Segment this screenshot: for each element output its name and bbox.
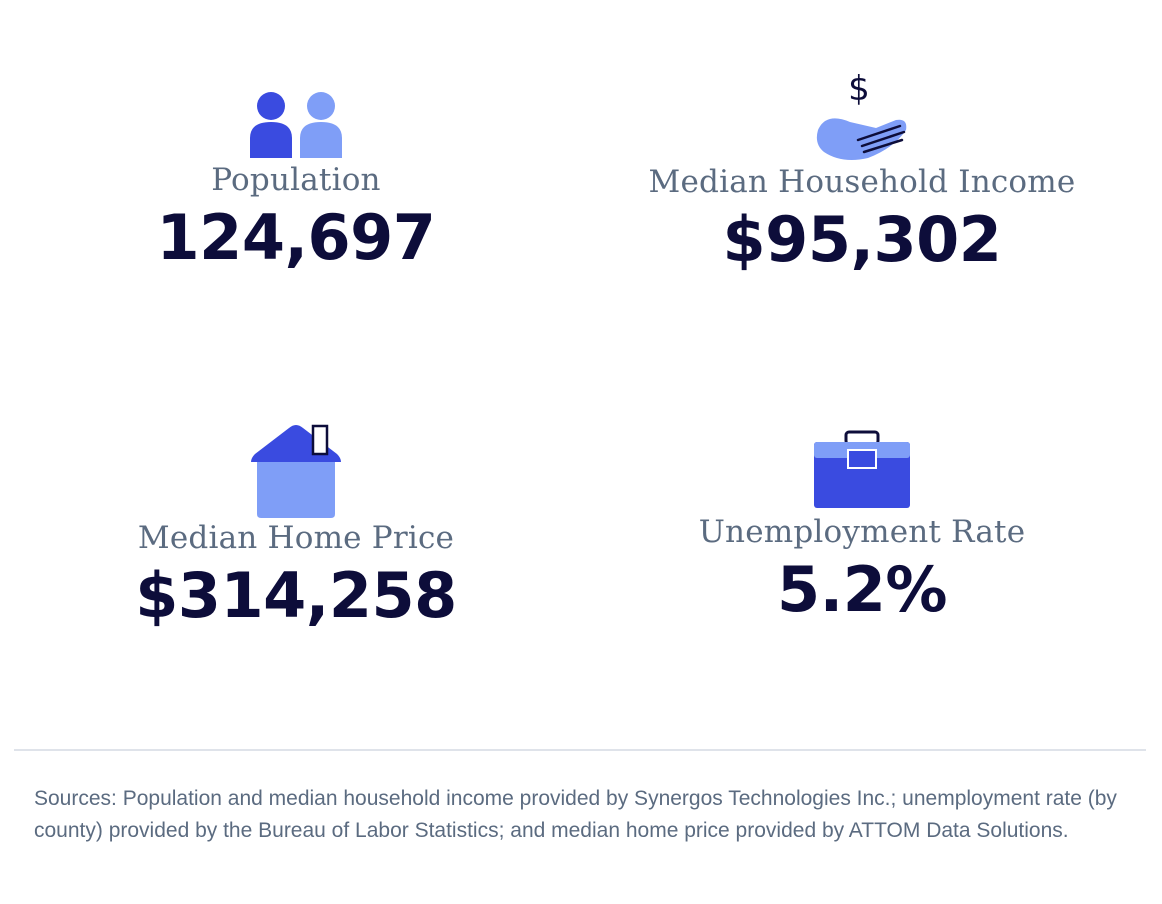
stat-value: $314,258 xyxy=(135,559,457,632)
briefcase-icon xyxy=(814,430,910,508)
stat-label: Median Household Income xyxy=(648,164,1076,200)
sources-footnote: Sources: Population and median household… xyxy=(34,787,1117,842)
hand-dollar-icon: $ xyxy=(816,69,907,160)
stat-value: 124,697 xyxy=(156,201,436,274)
stat-label: Population xyxy=(211,162,381,198)
stat-median-home-price: Median Home Price $314,258 xyxy=(16,422,576,634)
people-icon xyxy=(250,92,342,158)
stat-value: 5.2% xyxy=(777,553,947,626)
stat-median-household-income: $ Median Household Income $95,302 xyxy=(582,68,1142,278)
svg-text:$: $ xyxy=(848,69,870,109)
stat-label: Unemployment Rate xyxy=(698,514,1026,550)
stat-unemployment-rate: Unemployment Rate 5.2% xyxy=(582,428,1142,628)
divider xyxy=(14,749,1146,751)
stat-population: Population 124,697 xyxy=(16,86,576,276)
stat-value: $95,302 xyxy=(722,203,1002,276)
house-icon xyxy=(251,424,341,518)
stat-label: Median Home Price xyxy=(137,520,455,556)
